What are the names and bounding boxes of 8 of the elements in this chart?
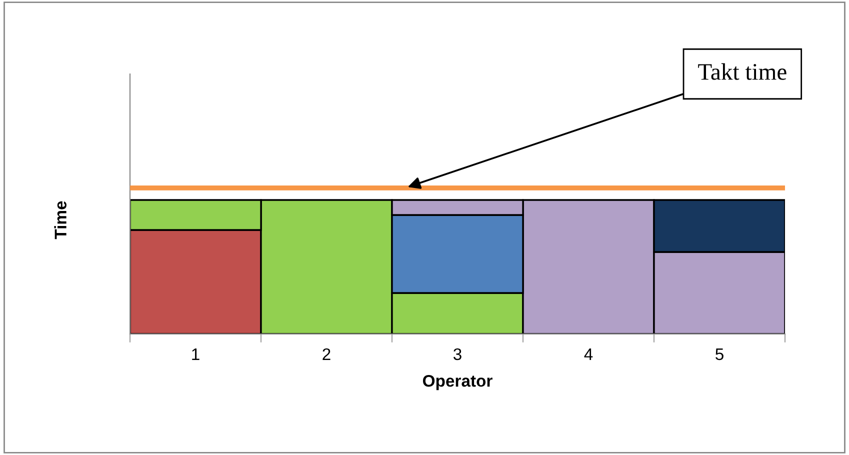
x-axis-title: Operator	[422, 374, 492, 390]
y-axis-title: Time	[54, 201, 66, 240]
x-tick-label: 5	[716, 348, 724, 360]
ref-line-label: Takt time	[698, 63, 786, 80]
x-tick-label: 1	[192, 348, 200, 360]
x-tick-label: 4	[584, 348, 593, 360]
x-tick-label: 2	[322, 348, 330, 360]
x-tick-label: 3	[454, 348, 462, 360]
